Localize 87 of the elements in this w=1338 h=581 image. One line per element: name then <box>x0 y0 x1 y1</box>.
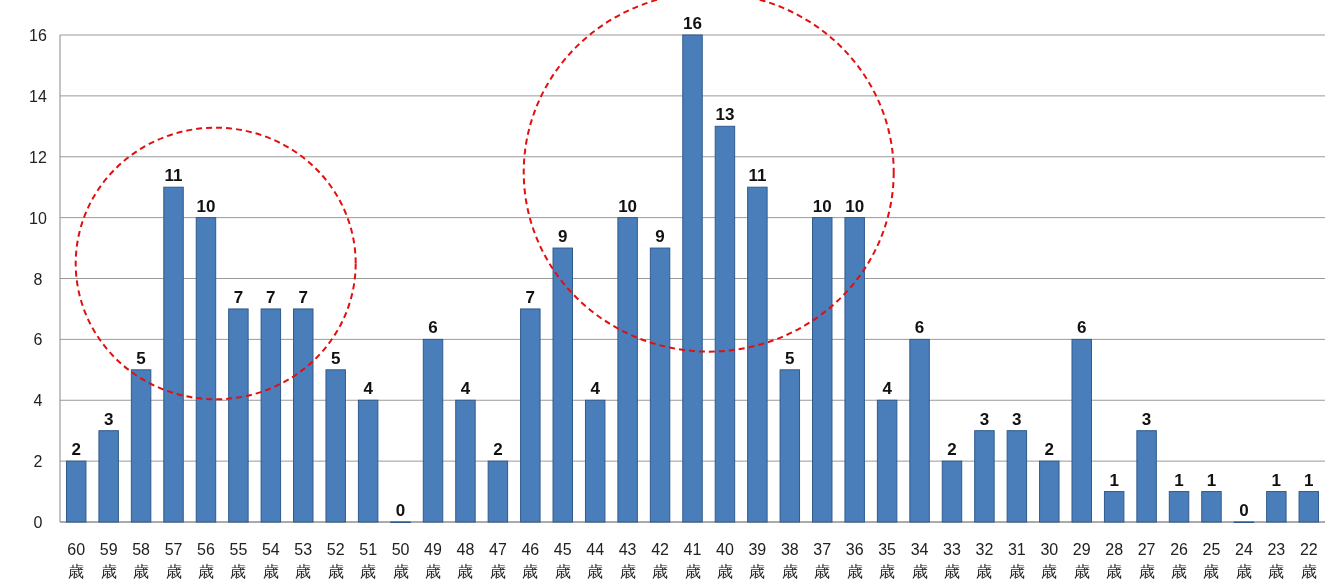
data-label: 7 <box>233 287 244 307</box>
data-label: 7 <box>298 287 308 307</box>
data-label: 5 <box>330 348 341 368</box>
x-tick-label: 25歳 <box>1202 541 1221 580</box>
data-label: 3 <box>979 409 990 429</box>
x-tick-label: 29歳 <box>1072 541 1091 580</box>
data-label: 2 <box>493 440 503 460</box>
x-tick-label: 54歳 <box>261 541 280 580</box>
x-tick-label: 31歳 <box>1007 541 1026 580</box>
data-label: 2 <box>1044 440 1055 460</box>
data-label: 1 <box>1109 470 1119 490</box>
y-tick-label: 16 <box>29 27 47 44</box>
x-tick-label: 57歳 <box>164 541 183 580</box>
x-tick-label: 49歳 <box>424 541 443 580</box>
x-tick-label: 33歳 <box>943 541 961 580</box>
x-tick-label: 60歳 <box>67 541 86 580</box>
x-tick-label: 45歳 <box>553 541 572 580</box>
x-tick-label: 56歳 <box>197 541 215 580</box>
x-tick-label: 58歳 <box>132 541 151 580</box>
x-tick-label: 41歳 <box>683 541 702 580</box>
x-tick-label: 26歳 <box>1170 541 1189 580</box>
data-label: 4 <box>590 379 601 399</box>
y-tick-label: 10 <box>29 209 47 227</box>
x-tick-label: 53歳 <box>294 541 313 580</box>
x-tick-label: 36歳 <box>845 541 864 580</box>
data-label: 2 <box>71 440 81 460</box>
data-label: 4 <box>882 379 893 399</box>
data-label: 1 <box>1304 470 1314 490</box>
data-label: 10 <box>812 196 832 216</box>
y-tick-label: 2 <box>33 453 43 471</box>
x-tick-label: 51歳 <box>359 541 378 580</box>
data-label: 9 <box>655 227 665 247</box>
x-tick-label: 55歳 <box>229 541 248 580</box>
x-tick-label: 52歳 <box>326 541 345 580</box>
data-label: 6 <box>428 318 438 338</box>
data-label: 10 <box>618 196 638 216</box>
data-label: 11 <box>164 166 183 186</box>
x-tick-label: 46歳 <box>521 541 540 580</box>
data-label: 0 <box>395 501 406 520</box>
data-label: 9 <box>558 227 568 247</box>
data-label: 1 <box>1206 470 1217 490</box>
data-label: 10 <box>845 196 865 216</box>
data-label: 13 <box>715 105 735 125</box>
x-tick-label: 47歳 <box>488 541 507 580</box>
data-label: 6 <box>914 318 925 338</box>
data-label: 10 <box>196 196 216 216</box>
x-tick-label: 43歳 <box>618 541 637 580</box>
y-tick-label: 12 <box>29 148 47 166</box>
data-label: 4 <box>460 379 471 399</box>
y-tick-label: 8 <box>33 270 43 288</box>
x-tick-label: 40歳 <box>716 541 734 580</box>
x-tick-label: 38歳 <box>780 541 799 580</box>
x-tick-label: 34歳 <box>910 541 929 580</box>
x-tick-label: 39歳 <box>748 541 767 580</box>
y-tick-label: 6 <box>33 331 43 349</box>
data-label: 11 <box>748 166 767 186</box>
x-tick-label: 37歳 <box>813 541 832 580</box>
x-tick-label: 59歳 <box>99 541 118 580</box>
data-label: 2 <box>947 440 957 460</box>
data-label: 3 <box>1012 409 1022 429</box>
y-tick-label: 14 <box>29 87 47 105</box>
x-tick-label: 28歳 <box>1105 541 1124 580</box>
data-label: 0 <box>1239 501 1249 520</box>
x-tick-label: 48歳 <box>456 541 475 580</box>
x-tick-label: 44歳 <box>586 541 605 580</box>
x-tick-label: 35歳 <box>878 541 897 580</box>
data-label: 5 <box>785 348 795 368</box>
data-label: 3 <box>103 409 114 429</box>
data-label: 7 <box>525 287 536 307</box>
x-tick-label: 50歳 <box>391 541 410 580</box>
y-tick-label: 0 <box>33 514 43 531</box>
data-label: 7 <box>266 287 276 307</box>
x-tick-label: 27歳 <box>1137 541 1156 580</box>
x-tick-label: 30歳 <box>1040 541 1059 580</box>
data-label: 16 <box>683 14 702 33</box>
x-tick-label: 32歳 <box>975 541 994 580</box>
data-label: 5 <box>136 348 146 368</box>
y-tick-label: 4 <box>33 392 43 410</box>
x-tick-label: 24歳 <box>1235 541 1253 580</box>
data-label: 3 <box>1141 409 1152 429</box>
data-label: 6 <box>1077 318 1087 338</box>
data-label: 1 <box>1271 470 1282 490</box>
x-tick-label: 42歳 <box>651 541 670 580</box>
x-tick-label: 22歳 <box>1299 541 1318 580</box>
data-label: 1 <box>1174 470 1184 490</box>
data-label: 4 <box>363 379 374 399</box>
x-tick-label: 23歳 <box>1267 541 1286 580</box>
